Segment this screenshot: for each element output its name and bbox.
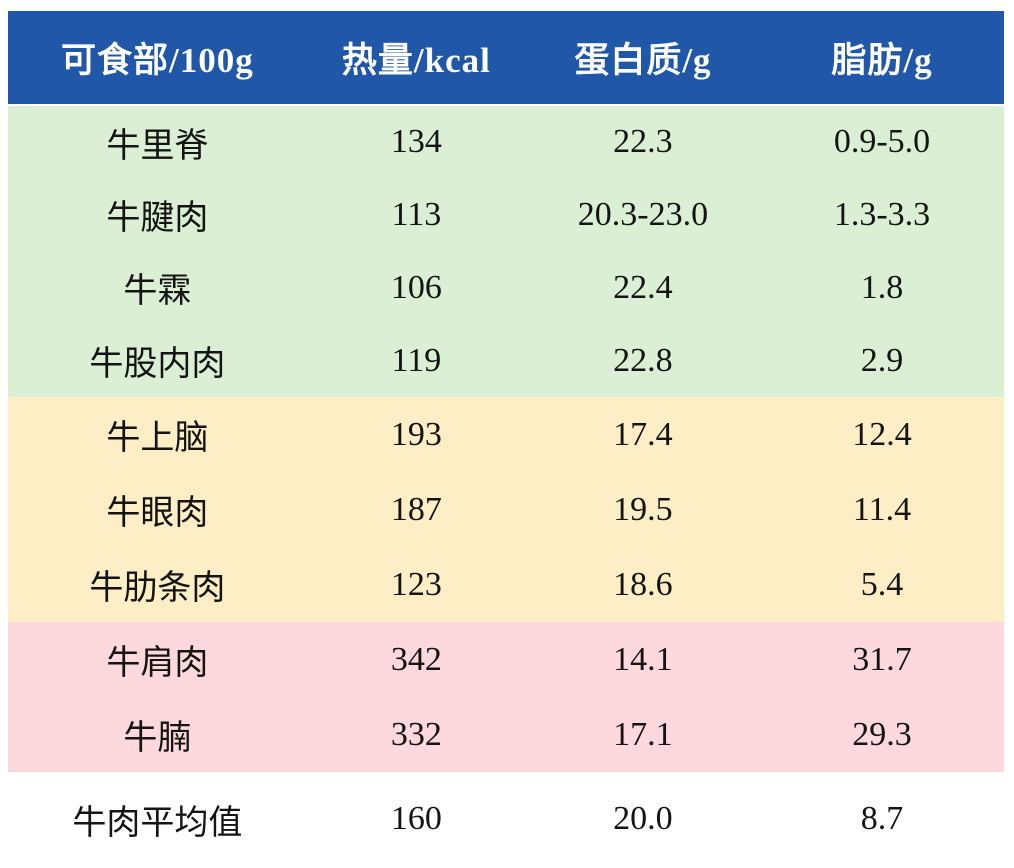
cell-energy: 119 <box>306 324 526 397</box>
col-header-protein: 蛋白质/g <box>525 11 760 106</box>
table-header: 可食部/100g 热量/kcal 蛋白质/g 脂肪/g <box>8 11 1004 106</box>
cell-fat: 11.4 <box>759 472 1004 547</box>
cell-part: 牛上脑 <box>8 397 307 472</box>
cell-part: 牛股内肉 <box>8 324 307 397</box>
cell-fat: 0.9-5.0 <box>759 105 1004 178</box>
cell-part: 牛肩肉 <box>8 622 307 697</box>
table-row: 牛上脑 193 17.4 12.4 <box>8 397 1004 472</box>
table-row: 牛腱肉 113 20.3-23.0 1.3-3.3 <box>8 178 1004 251</box>
cell-part: 牛里脊 <box>8 105 307 178</box>
cell-part: 牛腩 <box>8 697 307 772</box>
cell-fat: 12.4 <box>759 397 1004 472</box>
cell-protein: 20.3-23.0 <box>525 178 760 251</box>
table-body: 牛里脊 134 22.3 0.9-5.0 牛腱肉 113 20.3-23.0 1… <box>8 105 1004 866</box>
table-row: 牛肩肉 342 14.1 31.7 <box>8 622 1004 697</box>
cell-energy: 193 <box>306 397 526 472</box>
cell-protein: 20.0 <box>525 772 760 866</box>
cell-protein: 17.4 <box>525 397 760 472</box>
table-row: 牛眼肉 187 19.5 11.4 <box>8 472 1004 547</box>
cell-fat: 29.3 <box>759 697 1004 772</box>
beef-nutrition-table: 可食部/100g 热量/kcal 蛋白质/g 脂肪/g 牛里脊 134 22.3… <box>8 11 1004 866</box>
col-header-fat: 脂肪/g <box>759 11 1004 106</box>
cell-energy: 134 <box>306 105 526 178</box>
cell-energy: 106 <box>306 251 526 324</box>
cell-part: 牛霖 <box>8 251 307 324</box>
cell-fat: 31.7 <box>759 622 1004 697</box>
cell-protein: 22.8 <box>525 324 760 397</box>
cell-protein: 17.1 <box>525 697 760 772</box>
cell-protein: 18.6 <box>525 547 760 622</box>
cell-protein: 22.4 <box>525 251 760 324</box>
cell-protein: 14.1 <box>525 622 760 697</box>
cell-part: 牛肉平均值 <box>8 772 307 866</box>
header-row: 可食部/100g 热量/kcal 蛋白质/g 脂肪/g <box>8 11 1004 106</box>
col-header-edible-part: 可食部/100g <box>8 11 307 106</box>
cell-protein: 19.5 <box>525 472 760 547</box>
cell-part: 牛眼肉 <box>8 472 307 547</box>
table-row-average: 牛肉平均值 160 20.0 8.7 <box>8 772 1004 866</box>
cell-energy: 113 <box>306 178 526 251</box>
cell-fat: 2.9 <box>759 324 1004 397</box>
cell-protein: 22.3 <box>525 105 760 178</box>
cell-energy: 123 <box>306 547 526 622</box>
table-row: 牛股内肉 119 22.8 2.9 <box>8 324 1004 397</box>
cell-energy: 332 <box>306 697 526 772</box>
cell-energy: 187 <box>306 472 526 547</box>
cell-energy: 342 <box>306 622 526 697</box>
cell-fat: 1.8 <box>759 251 1004 324</box>
table-row: 牛里脊 134 22.3 0.9-5.0 <box>8 105 1004 178</box>
cell-energy: 160 <box>306 772 526 866</box>
col-header-energy: 热量/kcal <box>306 11 526 106</box>
cell-part: 牛肋条肉 <box>8 547 307 622</box>
cell-fat: 1.3-3.3 <box>759 178 1004 251</box>
cell-fat: 8.7 <box>759 772 1004 866</box>
cell-fat: 5.4 <box>759 547 1004 622</box>
table-row: 牛腩 332 17.1 29.3 <box>8 697 1004 772</box>
table-row: 牛肋条肉 123 18.6 5.4 <box>8 547 1004 622</box>
cell-part: 牛腱肉 <box>8 178 307 251</box>
table-row: 牛霖 106 22.4 1.8 <box>8 251 1004 324</box>
